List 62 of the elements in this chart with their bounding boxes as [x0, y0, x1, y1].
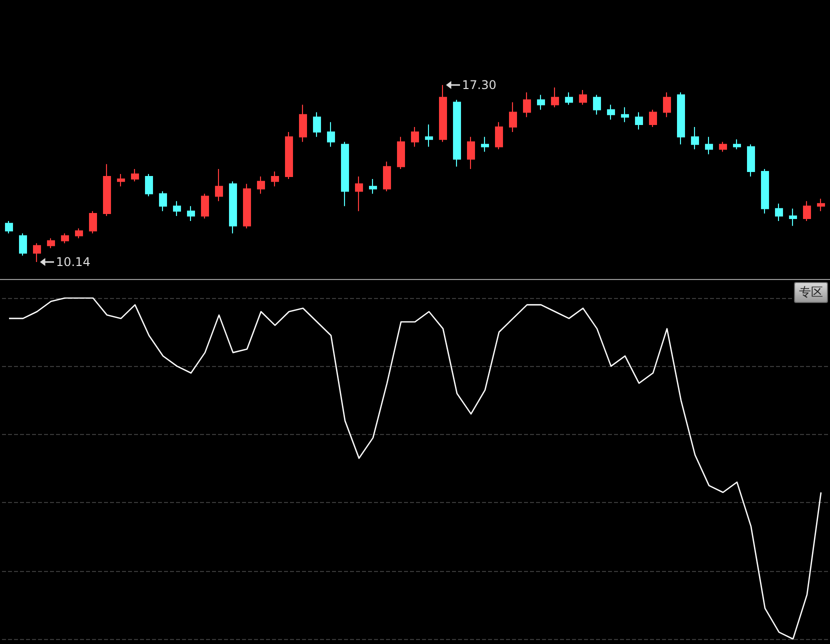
candlestick: [565, 92, 573, 106]
candlestick: [593, 94, 601, 116]
candlestick: [803, 200, 811, 222]
candlestick: [215, 168, 223, 202]
candlestick: [579, 89, 587, 106]
candlestick: [47, 238, 55, 249]
candlestick: [285, 131, 293, 180]
candlestick: [663, 92, 671, 118]
candlestick: [229, 180, 237, 234]
candlestick: [271, 171, 279, 187]
candlestick: [187, 206, 195, 222]
candlestick: [313, 112, 321, 138]
candlestick: [145, 173, 153, 197]
candlestick: [523, 92, 531, 118]
candlestick: [537, 94, 545, 110]
candlestick: [761, 168, 769, 214]
candlestick: [789, 208, 797, 226]
candlestick: [257, 176, 265, 194]
candlestick: [117, 173, 125, 187]
candlestick: [775, 203, 783, 222]
candlestick: [299, 104, 307, 142]
candlestick: [481, 136, 489, 152]
candlestick: [131, 168, 139, 182]
candlestick: [817, 198, 825, 212]
candlestick: [33, 242, 41, 262]
candlestick: [61, 232, 69, 244]
candlestick: [733, 138, 741, 150]
annotation: 10.14: [56, 255, 90, 269]
candlestick: [635, 112, 643, 130]
candlestick: [509, 102, 517, 132]
candlestick: [649, 109, 657, 128]
annotation: 17.30: [462, 78, 496, 92]
candlestick: [173, 200, 181, 217]
candlestick: [551, 86, 559, 108]
candlestick: [369, 178, 377, 194]
candlestick: [327, 122, 335, 148]
candlestick: [355, 176, 363, 212]
candlestick: [201, 193, 209, 219]
candlestick: [719, 141, 727, 152]
candlestick: [467, 136, 475, 170]
candlestick: [159, 190, 167, 212]
candlestick: [747, 144, 755, 177]
candlestick: [5, 220, 13, 234]
candlestick: [89, 210, 97, 234]
candlestick: [621, 106, 629, 123]
candlestick: [691, 126, 699, 150]
candlestick: [341, 141, 349, 207]
candlestick: [19, 232, 27, 256]
candlestick: [705, 136, 713, 155]
candlestick: [439, 84, 447, 142]
candlestick: [243, 183, 251, 229]
candlestick: [411, 126, 419, 148]
candlestick: [425, 124, 433, 148]
candlestick: [103, 164, 111, 217]
candlestick: [677, 92, 685, 145]
annotation: 专区: [794, 282, 828, 303]
candlestick: [397, 136, 405, 170]
candlestick: [453, 99, 461, 168]
candlestick: [383, 161, 391, 192]
candlestick: [607, 104, 615, 120]
candlestick: [495, 122, 503, 150]
candlestick: [75, 228, 83, 239]
